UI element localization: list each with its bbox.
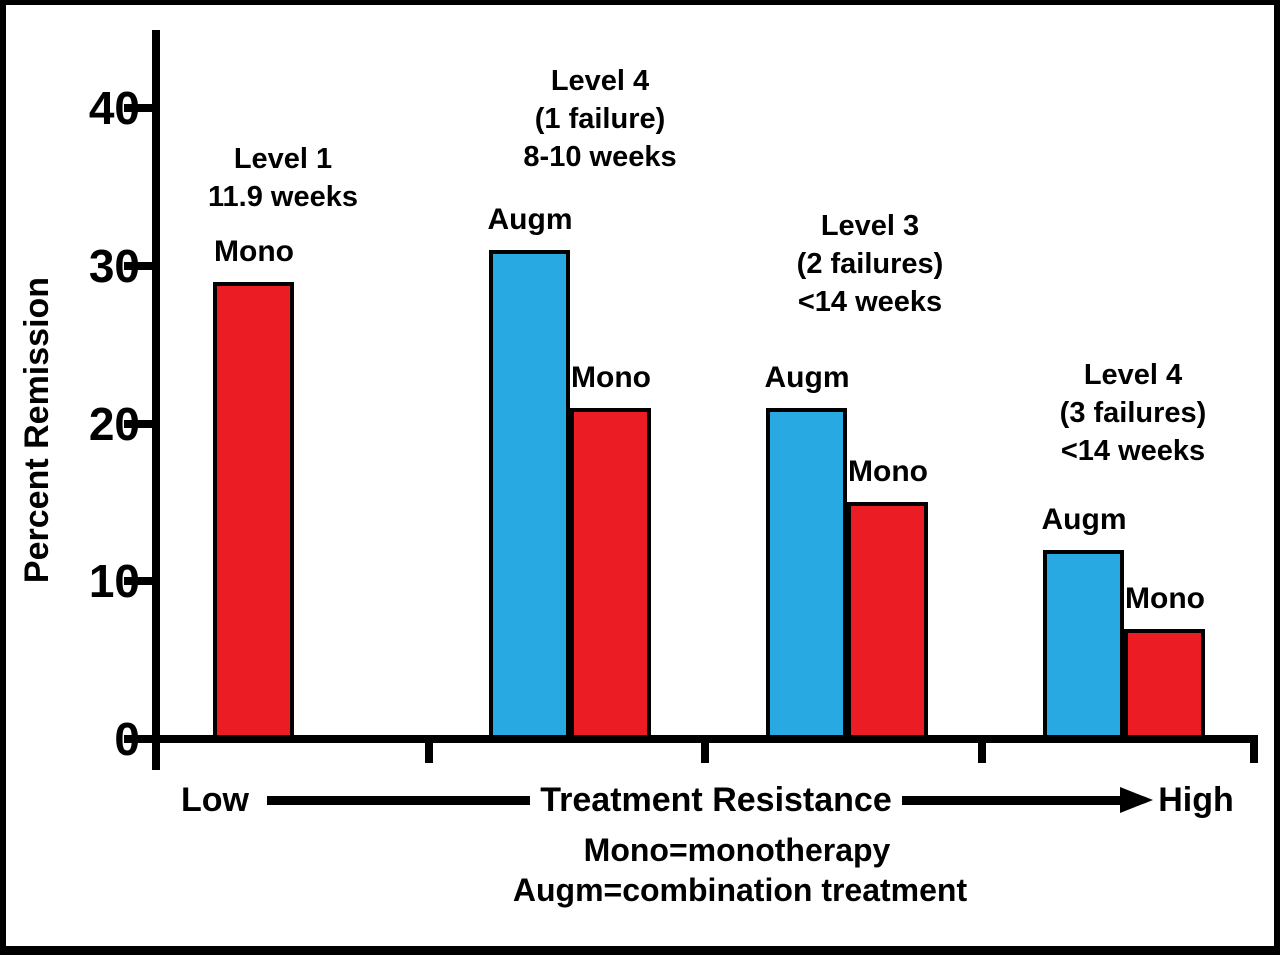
bar-augm-group-4 bbox=[1043, 550, 1124, 739]
x-axis-high-label: High bbox=[1158, 781, 1234, 819]
bar-mono-group-3 bbox=[847, 502, 928, 739]
y-tick-label-20: 20 bbox=[88, 398, 140, 450]
x-axis-low-label: Low bbox=[181, 781, 249, 819]
y-axis-tick-10 bbox=[124, 577, 160, 585]
y-tick-label-30: 30 bbox=[88, 240, 140, 292]
bar-mono-group-1 bbox=[213, 282, 294, 739]
y-tick-label-10: 10 bbox=[88, 555, 140, 607]
y-axis-tick-30 bbox=[124, 262, 160, 270]
group-4-annotation-line-3: <14 weeks bbox=[1060, 435, 1206, 467]
group-1-annotation-line-1: Level 1 bbox=[233, 143, 333, 175]
bar-augm-group-2 bbox=[489, 250, 570, 739]
group-4-annotation-line-1: Level 4 bbox=[1083, 359, 1183, 391]
bar-label-mono-group-2: Mono bbox=[571, 361, 651, 394]
y-tick-label-40: 40 bbox=[88, 82, 140, 134]
x-axis-center-label: Treatment Resistance bbox=[540, 781, 892, 819]
group-3-annotation-line-3: <14 weeks bbox=[797, 286, 943, 318]
legend-line-mono: Mono=monotherapy bbox=[583, 832, 891, 868]
x-axis-tick-1 bbox=[425, 739, 433, 763]
y-axis-tick-20 bbox=[124, 420, 160, 428]
legend-line-augm: Augm=combination treatment bbox=[512, 872, 968, 908]
group-1-annotation-line-2: 11.9 weeks bbox=[208, 181, 358, 213]
group-2-annotation-line-2: (1 failure) bbox=[534, 103, 666, 135]
y-tick-label-0: 0 bbox=[114, 713, 140, 765]
bar-label-mono-group-3: Mono bbox=[848, 455, 928, 488]
group-2-annotation-line-3: 8-10 weeks bbox=[523, 141, 677, 173]
bar-label-augm-group-3: Augm bbox=[764, 361, 850, 394]
x-axis-tick-3 bbox=[978, 739, 986, 763]
group-3-annotation-line-1: Level 3 bbox=[820, 210, 920, 242]
bar-label-mono-group-4: Mono bbox=[1125, 582, 1205, 615]
group-3-annotation-line-2: (2 failures) bbox=[796, 248, 944, 280]
x-axis-tick-4 bbox=[1250, 739, 1258, 763]
arrow-head-icon bbox=[1120, 787, 1153, 813]
group-4-annotation-line-2: (3 failures) bbox=[1059, 397, 1207, 429]
group-2-annotation-line-1: Level 4 bbox=[550, 65, 650, 97]
bar-mono-group-2 bbox=[570, 408, 651, 739]
resistance-arrow-line-segment bbox=[902, 796, 1122, 805]
bar-label-augm-group-4: Augm bbox=[1041, 503, 1127, 536]
y-axis-tick-0 bbox=[124, 735, 160, 743]
y-axis-tick-40 bbox=[124, 104, 160, 112]
bar-label-mono-group-1: Mono bbox=[214, 235, 294, 268]
y-axis-line bbox=[152, 30, 160, 770]
x-axis-tick-2 bbox=[701, 739, 709, 763]
bar-label-augm-group-2: Augm bbox=[487, 203, 573, 236]
resistance-line-left-segment bbox=[267, 796, 530, 805]
bar-mono-group-4 bbox=[1124, 629, 1205, 739]
bar-augm-group-3 bbox=[766, 408, 847, 739]
